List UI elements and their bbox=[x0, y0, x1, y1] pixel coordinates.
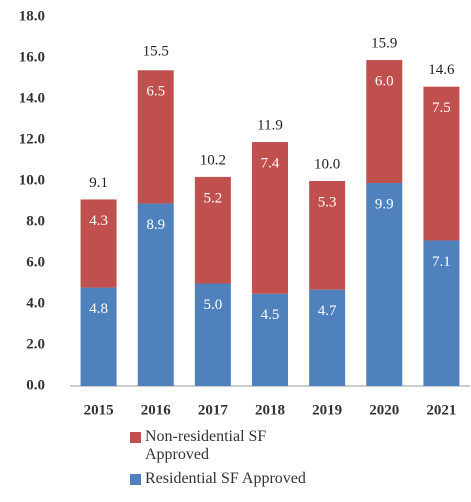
chart: 0.0 2.0 4.0 6.0 8.0 10.0 12.0 14.0 16.0 18.0 4.8 4.… bbox=[19, 8, 470, 418]
total-label: 11.9 bbox=[257, 117, 283, 133]
y-tick-label: 8.0 bbox=[26, 213, 45, 229]
bar-segment bbox=[252, 142, 288, 294]
y-tick-label: 0.0 bbox=[26, 377, 45, 393]
bar-segment bbox=[80, 199, 117, 288]
data-label: 7.1 bbox=[432, 254, 451, 270]
y-tick-label: 2.0 bbox=[26, 336, 45, 352]
x-tick-label: 2021 bbox=[426, 402, 456, 418]
legend: Non-residential SF Approved Residential S… bbox=[130, 428, 330, 494]
data-label: 4.7 bbox=[318, 303, 337, 319]
y-tick-label: 16.0 bbox=[19, 49, 45, 65]
data-label: 8.9 bbox=[146, 217, 165, 233]
data-label: 7.5 bbox=[432, 100, 451, 116]
y-tick-label: 14.0 bbox=[19, 90, 45, 106]
x-tick-label: 2017 bbox=[198, 402, 229, 418]
x-tick-label: 2019 bbox=[312, 402, 342, 418]
data-label: 6.5 bbox=[146, 84, 165, 100]
x-tick-label: 2018 bbox=[255, 402, 285, 418]
data-label: 9.9 bbox=[375, 196, 394, 212]
data-label: 5.0 bbox=[203, 297, 222, 313]
legend-label: Residential SF Approved bbox=[145, 470, 306, 487]
data-label: 4.3 bbox=[89, 213, 108, 229]
legend-item: Residential SF Approved bbox=[130, 470, 330, 488]
total-label: 10.2 bbox=[200, 152, 226, 168]
x-tick-label: 2016 bbox=[141, 402, 172, 418]
bar-segment bbox=[366, 60, 403, 184]
data-label: 6.0 bbox=[375, 73, 394, 89]
bar-segment bbox=[423, 86, 460, 241]
bar-segment bbox=[252, 293, 288, 386]
bar-segment bbox=[194, 176, 231, 284]
total-label: 14.6 bbox=[428, 62, 455, 78]
legend-swatch bbox=[130, 474, 141, 485]
bar-segment bbox=[309, 181, 346, 290]
y-tick-label: 4.0 bbox=[26, 295, 45, 311]
data-label: 5.3 bbox=[318, 194, 337, 210]
legend-item: Non-residential SF Approved bbox=[130, 428, 330, 464]
x-tick-label: 2020 bbox=[369, 402, 399, 418]
total-label: 9.1 bbox=[89, 175, 108, 191]
bar-segment bbox=[137, 203, 174, 386]
data-label: 4.5 bbox=[261, 307, 280, 323]
total-label: 10.0 bbox=[314, 156, 340, 172]
bar-segment bbox=[309, 289, 346, 386]
data-label: 5.2 bbox=[203, 190, 222, 206]
y-tick-label: 6.0 bbox=[26, 254, 45, 270]
legend-label: Non-residential SF Approved bbox=[145, 428, 267, 463]
bar-segment bbox=[80, 287, 117, 386]
bar-segment bbox=[137, 70, 174, 204]
y-tick-label: 12.0 bbox=[19, 131, 45, 147]
total-label: 15.9 bbox=[371, 35, 397, 51]
bar-segment bbox=[366, 183, 403, 386]
bar-segment bbox=[423, 240, 460, 386]
data-label: 4.8 bbox=[89, 301, 108, 317]
data-label: 7.4 bbox=[261, 155, 280, 171]
y-tick-label: 18.0 bbox=[19, 8, 45, 24]
y-tick-label: 10.0 bbox=[19, 172, 45, 188]
x-tick-label: 2015 bbox=[84, 402, 114, 418]
legend-swatch bbox=[130, 432, 141, 443]
bar-segment bbox=[194, 283, 231, 386]
total-label: 15.5 bbox=[143, 44, 169, 60]
